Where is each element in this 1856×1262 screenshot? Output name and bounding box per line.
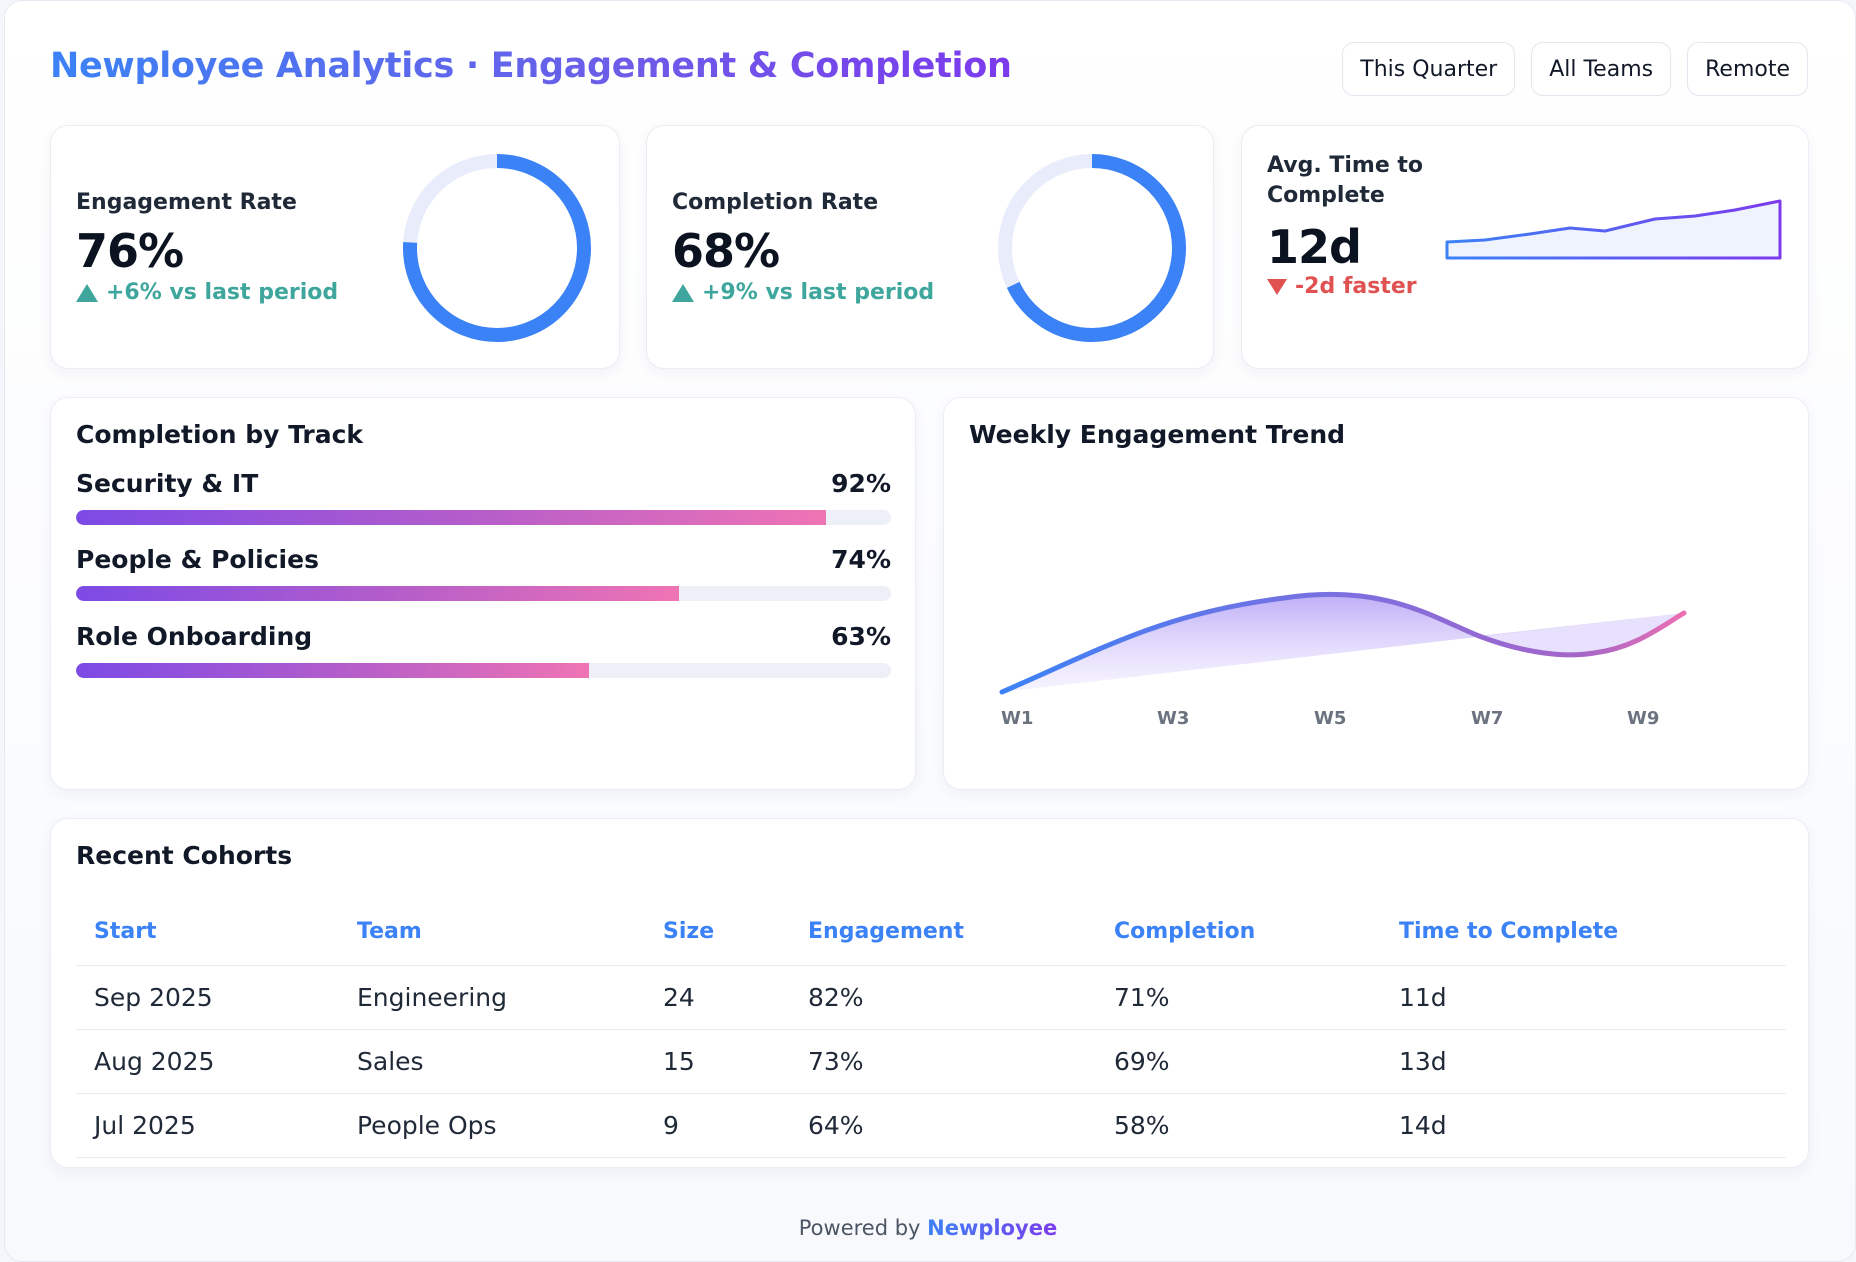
cell-time: 13d — [1381, 1029, 1786, 1094]
recent-cohorts-card: Recent Cohorts Start Team Size Engagemen… — [50, 818, 1809, 1168]
kpi-delta: -2d faster — [1267, 274, 1417, 299]
filter-location-button[interactable]: Remote — [1687, 42, 1808, 96]
weekly-trend-card: Weekly Engagement Trend W1 W3 W5 W7 W9 — [943, 397, 1809, 790]
cohorts-table: Start Team Size Engagement Completion Ti… — [76, 899, 1786, 1158]
kpi-label-line1: Avg. Time to — [1267, 153, 1424, 178]
card-title: Completion by Track — [76, 420, 364, 449]
kpi-delta: +9% vs last period — [672, 280, 934, 305]
track-fill — [76, 586, 680, 601]
track-people: People & Policies 74% — [76, 545, 891, 601]
cell-size: 24 — [645, 965, 790, 1030]
table-row[interactable]: Sep 2025 Engineering 24 82% 71% 11d — [76, 965, 1786, 1030]
kpi-label: Engagement Rate — [76, 190, 297, 215]
filter-team-button[interactable]: All Teams — [1531, 42, 1672, 96]
trend-area — [1002, 594, 1684, 692]
trend-down-icon — [1267, 278, 1287, 295]
track-role: Role Onboarding 63% — [76, 622, 891, 678]
cell-completion: 69% — [1096, 1029, 1381, 1094]
cell-size: 15 — [645, 1029, 790, 1094]
track-value: 92% — [831, 469, 891, 498]
footer-brand-link[interactable]: Newployee — [927, 1216, 1058, 1240]
kpi-card-completion: Completion Rate 68% +9% vs last period — [646, 125, 1214, 369]
kpi-delta-text: +6% vs last period — [106, 280, 339, 305]
table-row[interactable]: Jul 2025 People Ops 9 64% 58% 14d — [76, 1093, 1786, 1158]
kpi-card-engagement: Engagement Rate 76% +6% vs last period — [50, 125, 620, 369]
cell-engagement: 64% — [790, 1093, 1096, 1158]
table-row[interactable]: Aug 2025 Sales 15 73% 69% 13d — [76, 1029, 1786, 1094]
trend-chart: W1 W3 W5 W7 W9 — [999, 591, 1687, 729]
cell-team: Sales — [339, 1029, 645, 1094]
time-sparkline — [1445, 199, 1782, 260]
cell-time: 11d — [1381, 965, 1786, 1030]
cell-engagement: 73% — [790, 1029, 1096, 1094]
cell-size: 9 — [645, 1093, 790, 1158]
kpi-delta-text: +9% vs last period — [702, 280, 935, 305]
cell-time: 14d — [1381, 1093, 1786, 1158]
column-header-engagement[interactable]: Engagement — [790, 899, 1096, 966]
x-tick-label: W3 — [1157, 708, 1189, 729]
card-title: Weekly Engagement Trend — [969, 420, 1346, 449]
kpi-value: 68% — [672, 224, 780, 278]
track-value: 74% — [831, 545, 891, 574]
cell-completion: 58% — [1096, 1093, 1381, 1158]
kpi-label-line2: Complete — [1267, 183, 1385, 208]
track-fill — [76, 663, 590, 678]
x-tick-label: W1 — [1001, 708, 1033, 729]
trend-up-icon — [672, 283, 694, 302]
track-name: People & Policies — [76, 545, 319, 574]
card-title: Recent Cohorts — [76, 841, 293, 870]
track-name: Role Onboarding — [76, 622, 313, 651]
x-tick-label: W5 — [1314, 708, 1346, 729]
footer-prefix: Powered by — [798, 1216, 921, 1240]
kpi-delta: +6% vs last period — [76, 280, 338, 305]
track-bar — [76, 510, 891, 525]
kpi-card-time: Avg. Time to Complete 12d -2d faster — [1241, 125, 1809, 369]
cell-start: Jul 2025 — [76, 1093, 339, 1158]
filter-bar: This Quarter All Teams Remote — [1342, 42, 1808, 96]
cell-start: Sep 2025 — [76, 965, 339, 1030]
cell-team: Engineering — [339, 965, 645, 1030]
x-tick-label: W9 — [1627, 708, 1659, 729]
trend-up-icon — [76, 283, 98, 302]
column-header-completion[interactable]: Completion — [1096, 899, 1381, 966]
column-header-size[interactable]: Size — [645, 899, 790, 966]
cell-completion: 71% — [1096, 965, 1381, 1030]
engagement-donut — [403, 154, 591, 342]
table-header-row: Start Team Size Engagement Completion Ti… — [76, 899, 1786, 966]
track-security: Security & IT 92% — [76, 469, 891, 525]
cell-start: Aug 2025 — [76, 1029, 339, 1094]
trend-area-tail — [1479, 613, 1684, 655]
filter-period-button[interactable]: This Quarter — [1342, 42, 1516, 96]
completion-by-track-card: Completion by Track Security & IT 92% Pe… — [50, 397, 916, 790]
track-bar — [76, 586, 891, 601]
footer: Powered by Newployee — [0, 1216, 1856, 1240]
x-tick-label: W7 — [1471, 708, 1503, 729]
kpi-delta-text: -2d faster — [1295, 274, 1417, 299]
page-title: Newployee Analytics · Engagement & Compl… — [50, 46, 1012, 86]
cell-team: People Ops — [339, 1093, 645, 1158]
track-value: 63% — [831, 622, 891, 651]
column-header-start[interactable]: Start — [76, 899, 339, 966]
kpi-value: 76% — [76, 224, 184, 278]
kpi-label: Completion Rate — [672, 190, 879, 215]
track-name: Security & IT — [76, 469, 259, 498]
track-fill — [76, 510, 826, 525]
column-header-team[interactable]: Team — [339, 899, 645, 966]
kpi-value: 12d — [1267, 220, 1362, 274]
completion-donut — [998, 154, 1186, 342]
track-bar — [76, 663, 891, 678]
cell-engagement: 82% — [790, 965, 1096, 1030]
trend-line — [999, 591, 1687, 695]
column-header-time[interactable]: Time to Complete — [1381, 899, 1786, 966]
